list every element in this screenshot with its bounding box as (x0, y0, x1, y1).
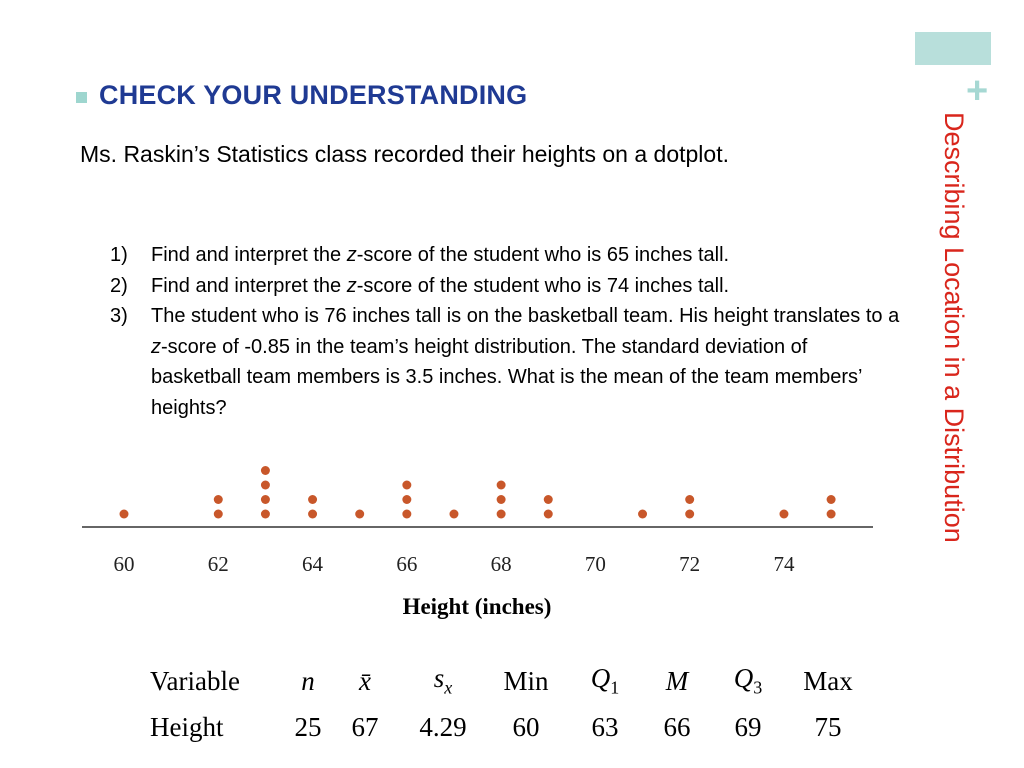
data-dot (260, 495, 270, 504)
table-cell: 25 (294, 711, 322, 742)
intro-paragraph: Ms. Raskin’s Statistics class recorded t… (80, 141, 729, 167)
question-number: 3) (110, 305, 128, 327)
data-dot (449, 509, 459, 519)
data-dot (308, 509, 318, 519)
summary-statistics-table: Variable n x̄ sx Min Q1 M Q3 Max Height … (150, 658, 866, 750)
x-axis-label: Height (inches) (403, 594, 552, 619)
data-dot (308, 495, 318, 504)
x-tick-label: 62 (208, 552, 229, 576)
data-dot (685, 495, 695, 504)
data-dot (402, 509, 412, 519)
data-dot (543, 495, 553, 504)
data-dot (260, 509, 270, 519)
plus-icon: + (966, 70, 989, 112)
table-cell: 69 (734, 711, 762, 742)
x-tick-label: 66 (396, 552, 417, 576)
x-tick-label: 68 (491, 552, 512, 576)
table-cell: 60 (512, 711, 540, 742)
data-dot (119, 509, 129, 519)
header-cell: Max (803, 665, 853, 696)
header-cell: n (301, 665, 315, 696)
data-dot (496, 480, 506, 490)
question-text: The student who is 76 inches tall is on … (151, 305, 900, 419)
question-item: 2) Find and interpret the z-score of the… (110, 271, 900, 302)
table-cell: 67 (351, 711, 379, 742)
question-text: Find and interpret the z-score of the st… (151, 274, 730, 297)
table-row: Height 25 67 4.29 60 63 66 69 75 (150, 704, 866, 750)
x-tick-label: 72 (679, 552, 700, 576)
data-dot (213, 495, 223, 504)
x-tick-label: 70 (585, 552, 606, 576)
question-number: 2) (110, 274, 128, 297)
header-cell: Min (503, 665, 549, 696)
data-dot (685, 509, 695, 519)
data-dot (638, 509, 648, 519)
table-cell: 75 (814, 711, 842, 742)
height-dotplot: 60 62 64 66 68 70 72 74 Height (inches) (82, 466, 873, 619)
data-dot (496, 495, 506, 504)
data-dot (779, 509, 789, 519)
data-dot (260, 480, 270, 490)
header-cell: sx (433, 663, 453, 698)
table-cell: 63 (591, 711, 619, 742)
header-cell: Q3 (733, 663, 763, 698)
x-tick-label: 64 (302, 552, 324, 576)
table-header-row: Variable n x̄ sx Min Q1 M Q3 Max (150, 658, 866, 704)
data-dot (260, 466, 270, 475)
header-cell: x̄ (359, 665, 371, 696)
x-tick-label: 60 (114, 552, 135, 576)
data-dot (402, 495, 412, 504)
table-cell: 4.29 (419, 711, 467, 742)
data-dot (826, 509, 836, 519)
data-dot (543, 509, 553, 519)
slide-heading: CHECK YOUR UNDERSTANDING (76, 80, 527, 111)
question-item: 1) Find and interpret the z-score of the… (110, 240, 900, 271)
data-dot (826, 495, 836, 504)
data-dot (213, 509, 223, 519)
header-cell: Q1 (590, 663, 620, 698)
data-dot (402, 480, 412, 490)
header-cell: Variable (150, 665, 240, 696)
data-dot (355, 509, 365, 519)
table-cell: Height (150, 711, 224, 742)
x-tick-label: 74 (773, 552, 795, 576)
question-text: Find and interpret the z-score of the st… (151, 244, 730, 266)
data-dot (496, 509, 506, 519)
question-list: 1) Find and interpret the z-score of the… (110, 240, 900, 423)
square-bullet-icon (76, 92, 87, 103)
header-cell: M (665, 665, 689, 696)
table-cell: 66 (663, 711, 691, 742)
question-number: 1) (110, 244, 128, 266)
corner-accent-block (915, 32, 991, 65)
slide-section-title: Describing Location in a Distribution (939, 112, 969, 543)
question-item: 3) The student who is 76 inches tall is … (110, 301, 900, 423)
heading-text: CHECK YOUR UNDERSTANDING (99, 80, 528, 110)
